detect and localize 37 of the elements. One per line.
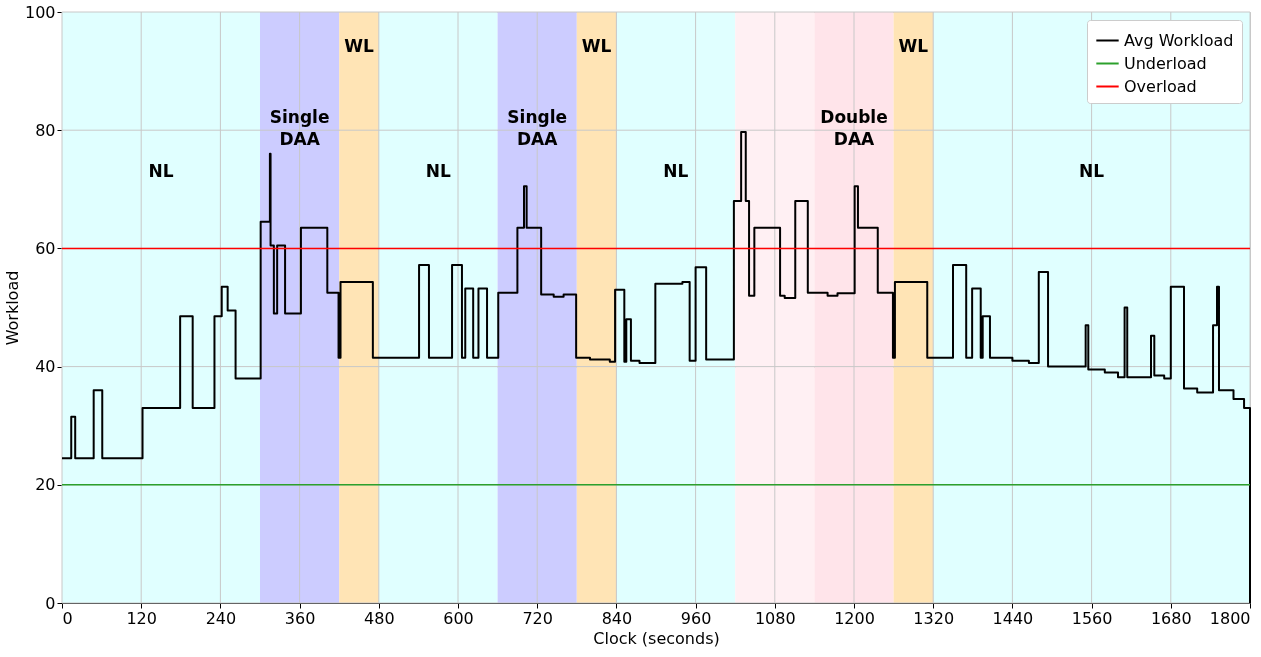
x-tick-label: 840 xyxy=(601,608,633,628)
band-label: NL xyxy=(425,160,451,181)
x-tick-label: 960 xyxy=(680,608,712,628)
x-tick-label: 1440 xyxy=(992,608,1034,628)
y-tick-label: 40 xyxy=(35,357,56,377)
band-label: WL xyxy=(344,36,374,57)
y-tick-label: 0 xyxy=(45,593,56,613)
x-tick-label: 1560 xyxy=(1071,608,1113,628)
band-label: NL xyxy=(148,160,174,181)
y-axis-title: Workload xyxy=(2,270,22,346)
legend-label: Underload xyxy=(1124,53,1207,73)
y-tick-label: 80 xyxy=(35,120,56,140)
x-tick-label: 600 xyxy=(443,608,474,628)
y-tick-label: 100 xyxy=(24,2,56,22)
x-tick-label: 1080 xyxy=(754,608,796,628)
x-tick-label: 0 xyxy=(62,608,73,628)
x-tick-label: 1320 xyxy=(913,608,955,628)
x-tick-label: 1200 xyxy=(834,608,875,628)
band-label: NL xyxy=(663,160,689,181)
band-label: Single DAA xyxy=(269,107,330,150)
x-tick-label: 120 xyxy=(126,608,157,628)
x-tick-label: 720 xyxy=(522,608,553,628)
x-tick-label: 1680 xyxy=(1150,608,1192,628)
legend-label: Overload xyxy=(1124,76,1197,96)
band-label: NL xyxy=(1079,160,1105,181)
x-tick-label: 360 xyxy=(284,608,316,628)
legend-label: Avg Workload xyxy=(1124,30,1234,50)
x-tick-label: 240 xyxy=(205,608,237,628)
x-axis-title: Clock (seconds) xyxy=(593,628,720,648)
band-label: WL xyxy=(581,36,612,57)
y-tick-label: 20 xyxy=(35,475,56,495)
band-label: Single DAA xyxy=(507,107,568,150)
x-tick-label: 480 xyxy=(364,608,395,628)
y-tick-label: 60 xyxy=(35,238,56,258)
x-tick-label: 1800 xyxy=(1209,608,1251,628)
band-label: Double DAA xyxy=(820,107,888,150)
band-label: WL xyxy=(898,36,929,57)
